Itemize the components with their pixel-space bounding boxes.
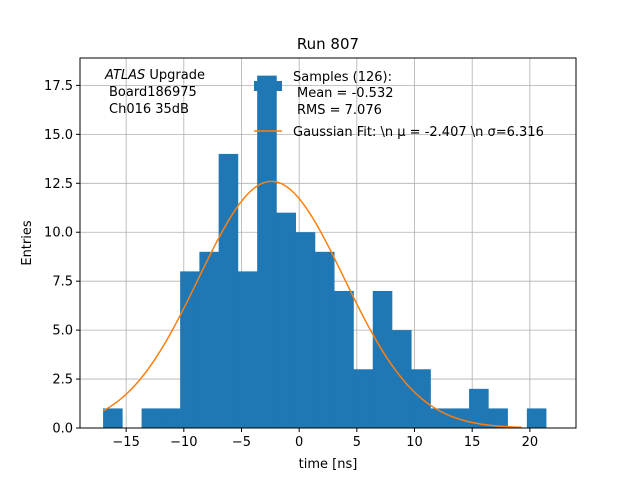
histogram-bar (449, 408, 470, 428)
histogram-bar (257, 75, 277, 428)
histogram-bar (372, 290, 393, 428)
y-tick-label: 12.5 (44, 177, 73, 192)
histogram-bars (103, 75, 547, 429)
legend-fit-label: Gaussian Fit: \n μ = -2.407 \n σ=6.316 (293, 125, 544, 140)
svg-text:ATLAS Upgrade: ATLAS Upgrade (104, 68, 205, 83)
y-tick-label: 15.0 (44, 128, 73, 143)
legend-samples-line2: Mean = -0.532 (297, 86, 393, 101)
x-tick-label: 10 (406, 435, 423, 450)
y-tick-label: 10.0 (44, 226, 73, 241)
histogram-bar (276, 212, 297, 428)
atlas-annotation: ATLAS Upgrade Board186975 Ch016 35dB (104, 68, 205, 117)
legend: Samples (126): Mean = -0.532 RMS = 7.076… (254, 70, 544, 140)
x-tick-label: 20 (522, 435, 539, 450)
x-axis-ticks: −15 −10 −5 0 5 10 15 20 (112, 428, 538, 450)
histogram-bar (103, 408, 123, 428)
y-tick-label: 7.5 (52, 275, 73, 290)
gaussian-fit-curve (102, 180, 522, 429)
legend-samples-line3: RMS = 7.076 (297, 103, 382, 118)
histogram-bar (353, 369, 374, 428)
annotation-upgrade: Upgrade (145, 68, 205, 83)
legend-samples-line1: Samples (126): (293, 70, 392, 85)
histogram-bar (314, 251, 335, 428)
histogram-bar (141, 408, 162, 428)
x-tick-label: 15 (464, 435, 481, 450)
y-tick-label: 2.5 (52, 373, 73, 388)
x-axis-label: time [ns] (299, 457, 358, 472)
y-tick-label: 5.0 (52, 324, 73, 339)
histogram-bar (218, 153, 239, 429)
histogram-bar (237, 271, 258, 428)
histogram-bar (180, 271, 200, 428)
y-axis-ticks: 0.0 2.5 5.0 7.5 10.0 12.5 15.0 17.5 (44, 79, 80, 437)
histogram-bar (199, 251, 219, 428)
annotation-atlas: ATLAS (104, 68, 145, 83)
histogram-bar (334, 290, 354, 428)
histogram-bar (488, 408, 508, 428)
chart-title: Run 807 (297, 35, 359, 53)
annotation-channel: Ch016 35dB (109, 102, 189, 117)
y-tick-label: 0.0 (52, 422, 73, 437)
grid (80, 58, 576, 429)
histogram-bar (526, 408, 547, 428)
histogram-bar (160, 408, 181, 428)
y-axis-label: Entries (20, 220, 35, 266)
y-tick-label: 17.5 (44, 79, 73, 94)
x-tick-label: −5 (232, 435, 251, 450)
legend-samples-swatch (254, 81, 282, 91)
x-tick-label: 5 (353, 435, 361, 450)
histogram-bar (295, 232, 316, 428)
x-tick-label: 0 (295, 435, 303, 450)
x-tick-label: −15 (112, 435, 139, 450)
histogram-bar (469, 388, 489, 428)
x-tick-label: −10 (170, 435, 197, 450)
plot-frame (79, 57, 577, 429)
annotation-board: Board186975 (109, 85, 197, 100)
